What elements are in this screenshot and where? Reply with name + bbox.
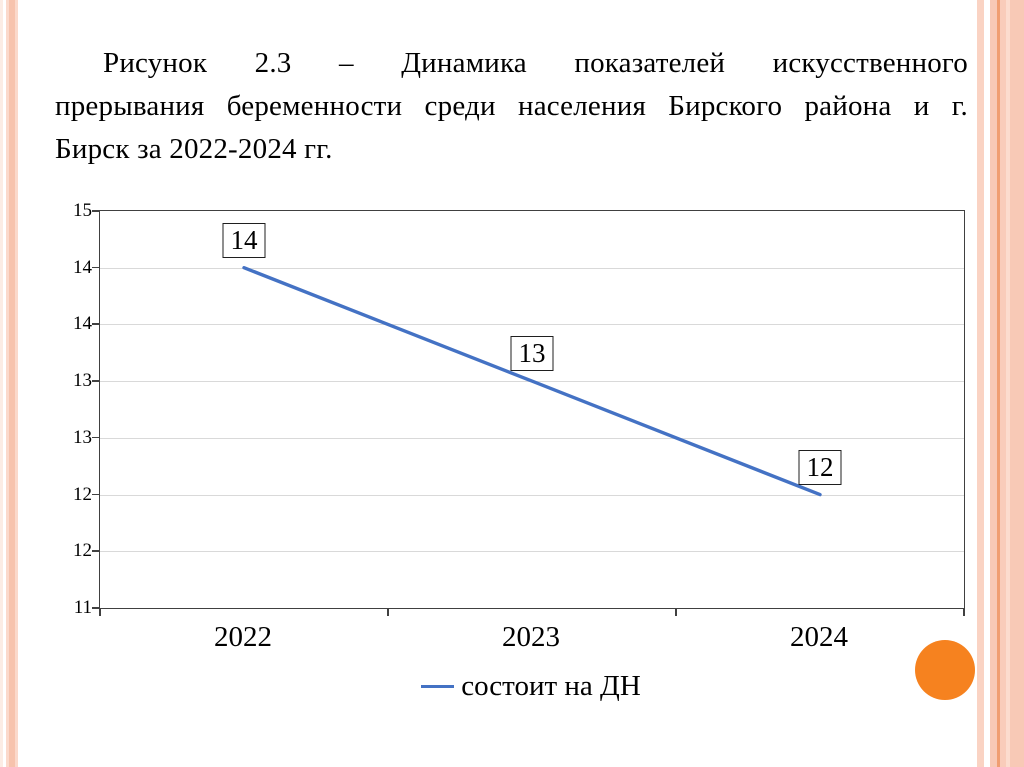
x-axis-tick	[99, 608, 101, 616]
y-axis-label: 14	[73, 313, 92, 335]
gridline	[100, 267, 964, 269]
figure-caption: Рисунок 2.3 – Динамика показателей искус…	[55, 42, 968, 171]
x-axis-tick	[675, 608, 677, 616]
legend-label: состоит на ДН	[461, 669, 641, 702]
x-axis-label: 2022	[214, 621, 272, 653]
y-axis-label: 13	[73, 426, 92, 448]
y-axis-label: 14	[73, 256, 92, 278]
right-border-stripes	[975, 0, 1024, 767]
y-axis-tick	[92, 380, 100, 382]
legend-line-swatch	[421, 684, 455, 688]
gridline	[100, 324, 964, 326]
y-axis-label: 12	[73, 540, 92, 562]
y-axis-tick	[92, 550, 100, 552]
left-border-stripes	[0, 0, 18, 767]
y-axis-tick	[92, 266, 100, 269]
chart-legend: состоит на ДН	[99, 667, 963, 705]
orange-circle-decoration	[915, 640, 975, 700]
x-axis-labels: 2022 2023 2024	[99, 619, 963, 659]
y-axis-label: 11	[73, 597, 92, 618]
caption-line-2: прерывания беременности среди населения …	[55, 90, 968, 122]
y-axis-tick	[92, 323, 100, 325]
series-line	[242, 266, 822, 497]
x-axis-tick	[963, 608, 965, 616]
caption-line-3: Бирск за 2022-2024 гг.	[55, 133, 333, 165]
x-axis-label: 2024	[790, 621, 848, 653]
y-axis-tick	[92, 210, 100, 212]
plot-area: 14 13 12	[92, 210, 965, 616]
y-axis-tick	[92, 493, 100, 496]
gridline	[100, 437, 964, 439]
y-axis-labels: 15 14 14 13 13 12 12 11	[48, 200, 92, 618]
gridline	[100, 551, 964, 553]
x-axis-tick	[387, 608, 389, 616]
y-axis-label: 15	[73, 200, 92, 221]
caption-line-1: Рисунок 2.3 – Динамика показателей искус…	[103, 47, 968, 79]
data-label: 14	[222, 222, 266, 258]
y-axis-label: 12	[73, 483, 92, 505]
series-line-svg	[242, 266, 822, 497]
data-label: 12	[798, 449, 842, 485]
y-axis-label: 13	[73, 370, 92, 392]
gridline	[100, 494, 964, 496]
data-label: 13	[510, 336, 554, 372]
x-axis-label: 2023	[502, 621, 560, 653]
y-axis-tick	[92, 436, 100, 439]
y-axis-tick	[92, 607, 100, 609]
